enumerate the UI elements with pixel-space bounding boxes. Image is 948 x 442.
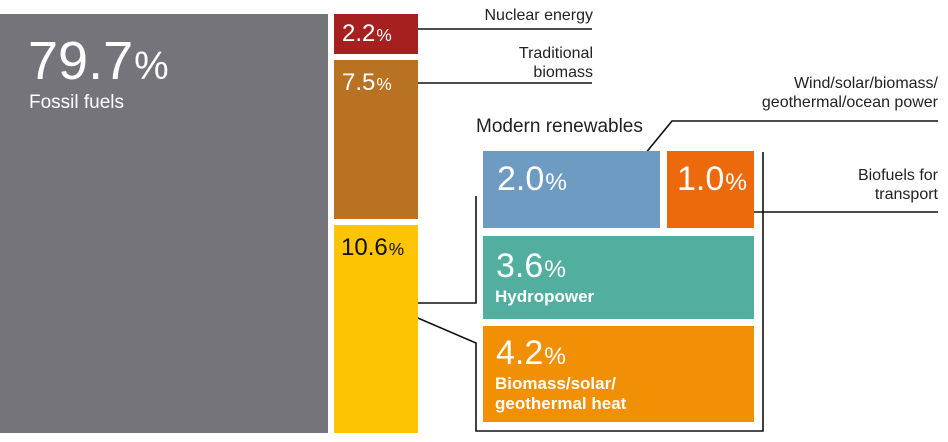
wind-solar-label: Wind/solar/biomass/ geothermal/ocean pow…: [761, 75, 938, 112]
modern-renewables-block: [334, 225, 418, 433]
fossil-fuels-label: Fossil fuels: [29, 92, 125, 113]
nuclear-energy-label: Nuclear energy: [484, 7, 594, 24]
wind-solar-block: [483, 151, 660, 228]
biomass-solar-heat-block: [483, 326, 754, 422]
expansion-bracket-lower: [382, 152, 764, 432]
biofuels-value: 1.0%: [677, 160, 748, 198]
traditional-biomass-value: 7.5%: [342, 69, 392, 96]
biomass-solar-heat-label: Biomass/solar/ geothermal heat: [495, 374, 627, 413]
biofuels-label: Biofuels for transport: [857, 167, 938, 204]
fossil-fuels-value: 79.7%: [28, 31, 169, 91]
hydropower-block: [483, 236, 754, 319]
hydropower-value: 3.6%: [496, 247, 567, 285]
biomass-solar-heat-value: 4.2%: [496, 334, 567, 372]
nuclear-energy-block: [334, 14, 418, 54]
traditional-biomass-block: [334, 60, 418, 219]
modern-renewables-heading: Modern renewables: [476, 116, 643, 137]
fossil-fuels-block: [0, 14, 328, 433]
traditional-biomass-label: Traditional biomass: [518, 45, 593, 82]
wind-solar-value: 2.0%: [497, 160, 568, 198]
nuclear-energy-value: 2.2%: [342, 20, 392, 47]
modern-renewables-value: 10.6%: [341, 234, 405, 261]
wind-solar-connector: [639, 120, 938, 161]
biofuels-block: [667, 151, 754, 228]
hydropower-label: Hydropower: [495, 287, 595, 306]
